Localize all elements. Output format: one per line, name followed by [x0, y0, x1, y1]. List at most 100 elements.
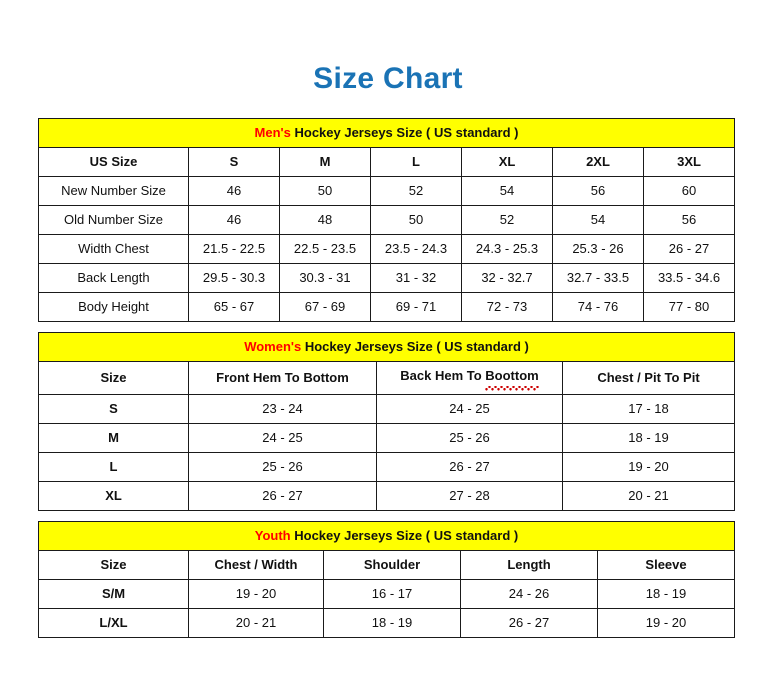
mens-row-1-cell-5: 56 [642, 205, 736, 235]
womens-row-2-cell-1: 26 - 27 [376, 452, 563, 482]
mens-row-3-cell-2: 31 - 32 [370, 263, 462, 293]
womens-header-back-hem-prefix: Back Hem To [400, 368, 486, 383]
youth-header-cell-3: Length [460, 550, 598, 580]
youth-header-cell-0: Size [38, 550, 189, 580]
mens-row-3-cell-1: 30.3 - 31 [279, 263, 371, 293]
mens-header-cell-0: US Size [38, 147, 189, 177]
youth-row-1-label: L/XL [38, 608, 189, 638]
youth-banner-rest: Hockey Jerseys Size ( US standard ) [290, 528, 519, 543]
youth-banner-row: Youth Hockey Jerseys Size ( US standard … [37, 521, 736, 551]
spellcheck-underline-text: Boottom [485, 362, 539, 394]
table-row: S/M 19 - 20 16 - 17 24 - 26 18 - 19 [38, 579, 736, 609]
mens-row-3-cell-3: 32 - 32.7 [461, 263, 553, 293]
womens-header-cell-0: Size [38, 361, 189, 395]
youth-row-0-cell-1: 16 - 17 [323, 579, 461, 609]
womens-row-2-cell-2: 19 - 20 [561, 452, 736, 482]
youth-row-0-cell-0: 19 - 20 [188, 579, 324, 609]
youth-header-cell-2: Shoulder [323, 550, 461, 580]
womens-row-2-label: L [38, 452, 189, 482]
mens-banner-rest: Hockey Jerseys Size ( US standard ) [290, 125, 519, 140]
womens-row-0-cell-1: 24 - 25 [376, 394, 563, 424]
youth-header-row: Size Chest / Width Shoulder Length Sleev… [38, 550, 736, 580]
youth-row-0-label: S/M [38, 579, 189, 609]
table-row: New Number Size 46 50 52 54 56 60 [38, 176, 736, 206]
mens-row-4-cell-4: 74 - 76 [552, 292, 644, 322]
womens-row-0-label: S [38, 394, 189, 424]
womens-banner-rest: Hockey Jerseys Size ( US standard ) [301, 339, 529, 354]
mens-row-2-cell-2: 23.5 - 24.3 [370, 234, 462, 264]
womens-row-1-cell-0: 24 - 25 [188, 423, 377, 453]
mens-row-2-cell-1: 22.5 - 23.5 [279, 234, 371, 264]
mens-row-4-cell-1: 67 - 69 [279, 292, 371, 322]
youth-row-1-cell-0: 20 - 21 [188, 608, 324, 638]
mens-row-2-cell-4: 25.3 - 26 [552, 234, 644, 264]
youth-banner-highlight: Youth [254, 528, 291, 543]
womens-row-3-cell-2: 20 - 21 [561, 481, 736, 511]
mens-banner: Men's Hockey Jerseys Size ( US standard … [37, 118, 736, 148]
mens-header-cell-3: L [370, 147, 462, 177]
mens-row-0-cell-3: 54 [461, 176, 553, 206]
womens-header-row: Size Front Hem To Bottom Back Hem To Boo… [38, 361, 736, 395]
section-spacer [38, 322, 734, 332]
mens-row-0-label: New Number Size [38, 176, 189, 206]
mens-row-4-cell-5: 77 - 80 [642, 292, 736, 322]
section-spacer [38, 511, 734, 521]
mens-row-4-label: Body Height [38, 292, 189, 322]
mens-row-1-cell-0: 46 [188, 205, 280, 235]
womens-row-0-cell-0: 23 - 24 [188, 394, 377, 424]
womens-banner-highlight: Women's [244, 339, 302, 354]
page-title: Size Chart [313, 62, 463, 95]
womens-row-2-cell-0: 25 - 26 [188, 452, 377, 482]
mens-header-cell-6: 3XL [642, 147, 736, 177]
youth-header-cell-1: Chest / Width [188, 550, 324, 580]
mens-row-1-cell-3: 52 [461, 205, 553, 235]
youth-size-table: Youth Hockey Jerseys Size ( US standard … [37, 521, 736, 638]
womens-banner-row: Women's Hockey Jerseys Size ( US standar… [37, 332, 736, 362]
womens-banner: Women's Hockey Jerseys Size ( US standar… [37, 332, 736, 362]
mens-row-0-cell-5: 60 [642, 176, 736, 206]
mens-row-4-cell-2: 69 - 71 [370, 292, 462, 322]
mens-row-3-cell-4: 32.7 - 33.5 [552, 263, 644, 293]
mens-row-4-cell-0: 65 - 67 [188, 292, 280, 322]
mens-row-3-cell-0: 29.5 - 30.3 [188, 263, 280, 293]
youth-row-0-cell-3: 18 - 19 [596, 579, 736, 609]
womens-header-cell-3: Chest / Pit To Pit [561, 361, 736, 395]
table-row: XL 26 - 27 27 - 28 20 - 21 [38, 481, 736, 511]
mens-banner-row: Men's Hockey Jerseys Size ( US standard … [37, 118, 736, 148]
mens-header-cell-5: 2XL [552, 147, 644, 177]
table-row: S 23 - 24 24 - 25 17 - 18 [38, 394, 736, 424]
mens-row-3-label: Back Length [38, 263, 189, 293]
mens-row-2-cell-3: 24.3 - 25.3 [461, 234, 553, 264]
youth-row-1-cell-3: 19 - 20 [596, 608, 736, 638]
mens-row-2-label: Width Chest [38, 234, 189, 264]
mens-banner-highlight: Men's [254, 125, 291, 140]
womens-row-3-cell-0: 26 - 27 [188, 481, 377, 511]
womens-row-1-cell-2: 18 - 19 [561, 423, 736, 453]
mens-row-1-cell-1: 48 [279, 205, 371, 235]
mens-header-cell-1: S [188, 147, 280, 177]
mens-row-0-cell-1: 50 [279, 176, 371, 206]
youth-row-1-cell-2: 26 - 27 [460, 608, 598, 638]
mens-row-0-cell-2: 52 [370, 176, 462, 206]
mens-row-1-cell-2: 50 [370, 205, 462, 235]
womens-header-cell-2: Back Hem To Boottom [376, 361, 563, 395]
mens-row-1-label: Old Number Size [38, 205, 189, 235]
womens-row-1-cell-1: 25 - 26 [376, 423, 563, 453]
youth-row-1-cell-1: 18 - 19 [323, 608, 461, 638]
table-row: M 24 - 25 25 - 26 18 - 19 [38, 423, 736, 453]
table-row: Old Number Size 46 48 50 52 54 56 [38, 205, 736, 235]
mens-header-cell-2: M [279, 147, 371, 177]
table-row: Body Height 65 - 67 67 - 69 69 - 71 72 -… [38, 292, 736, 322]
mens-row-0-cell-0: 46 [188, 176, 280, 206]
mens-row-0-cell-4: 56 [552, 176, 644, 206]
womens-header-cell-1: Front Hem To Bottom [188, 361, 377, 395]
youth-banner: Youth Hockey Jerseys Size ( US standard … [37, 521, 736, 551]
womens-row-0-cell-2: 17 - 18 [561, 394, 736, 424]
mens-row-3-cell-5: 33.5 - 34.6 [642, 263, 736, 293]
mens-row-1-cell-4: 54 [552, 205, 644, 235]
womens-size-table: Women's Hockey Jerseys Size ( US standar… [37, 332, 736, 511]
table-row: Width Chest 21.5 - 22.5 22.5 - 23.5 23.5… [38, 234, 736, 264]
youth-row-0-cell-2: 24 - 26 [460, 579, 598, 609]
womens-row-3-cell-1: 27 - 28 [376, 481, 563, 511]
